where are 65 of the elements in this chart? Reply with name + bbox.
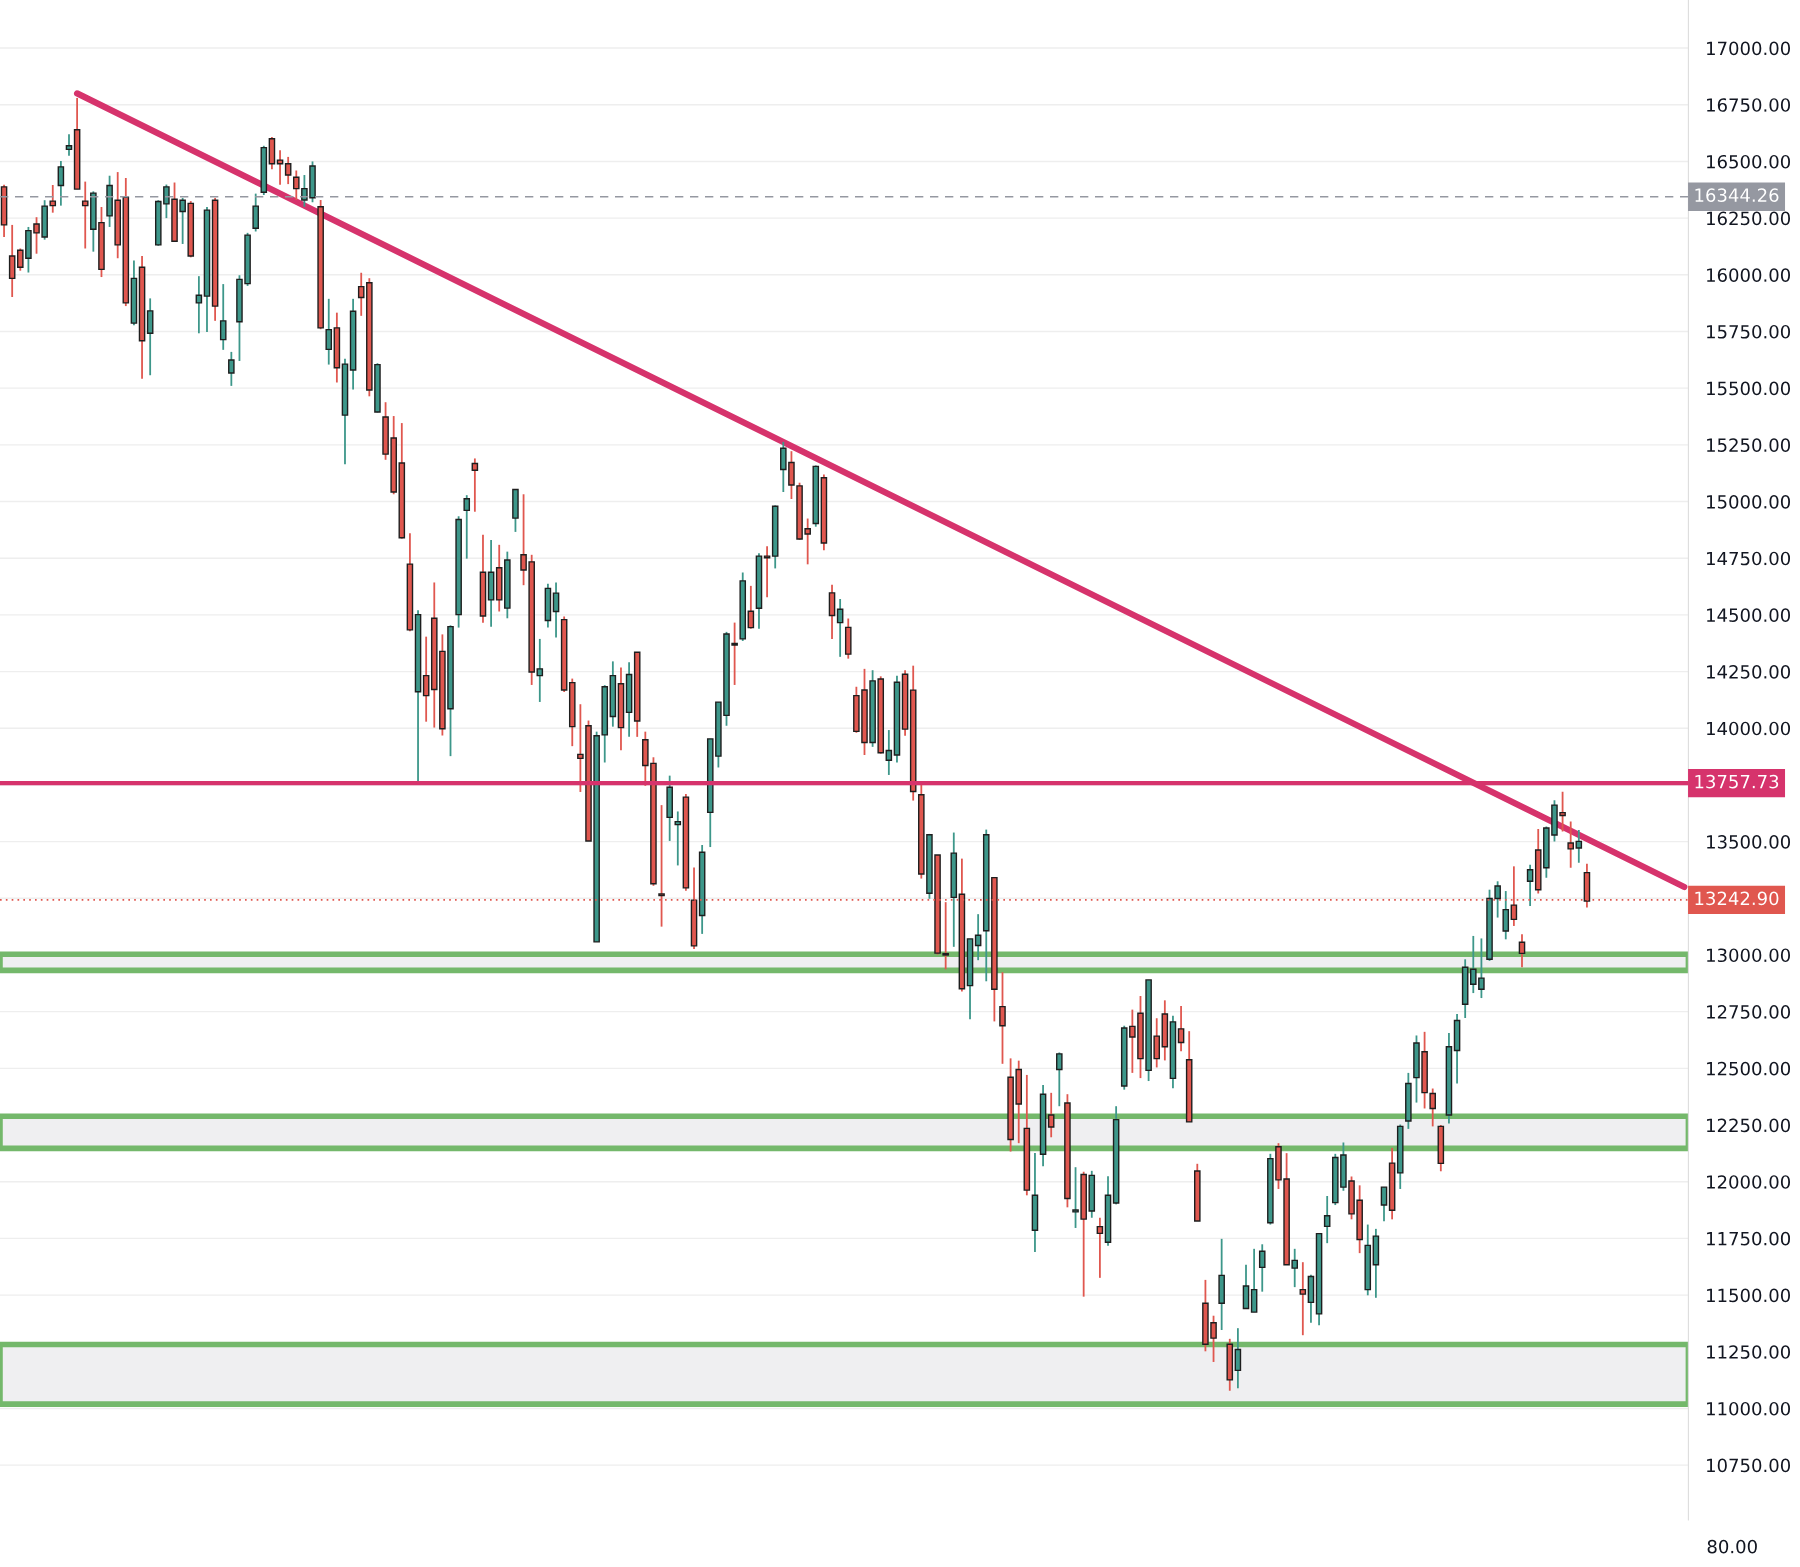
y-tick-label: 12000.00 bbox=[1707, 1175, 1791, 1189]
candlestick bbox=[1047, 1091, 1055, 1139]
y-tick-label: 14250.00 bbox=[1707, 665, 1791, 679]
text: 80.00 bbox=[1707, 1539, 1757, 1554]
candlestick bbox=[276, 149, 284, 186]
y-tick-label: 11250.00 bbox=[1707, 1345, 1791, 1359]
candlestick bbox=[325, 297, 333, 366]
ref-line-label: 13757.73 bbox=[1695, 774, 1779, 789]
candlestick bbox=[1258, 1243, 1266, 1293]
candlestick bbox=[463, 494, 471, 560]
candlestick bbox=[999, 971, 1006, 1065]
candlestick bbox=[57, 160, 65, 207]
candlestick bbox=[1250, 1247, 1258, 1313]
candlestick bbox=[536, 638, 544, 703]
y-tick-label: 15250.00 bbox=[1707, 438, 1791, 452]
y-tick-label: 11000.00 bbox=[1707, 1401, 1791, 1416]
candlestick bbox=[552, 581, 560, 639]
y-tick-label: 12750.00 bbox=[1707, 1005, 1791, 1019]
candlestick bbox=[885, 729, 893, 776]
y-tick-label: 14500.00 bbox=[1707, 608, 1791, 623]
candlestick bbox=[1299, 1261, 1307, 1337]
candlestick bbox=[1234, 1327, 1242, 1390]
y-tick-label: 13000.00 bbox=[1707, 948, 1791, 963]
y-tick-label: 15500.00 bbox=[1707, 381, 1791, 396]
candlestick bbox=[828, 583, 836, 640]
y-tick-label: 17000.00 bbox=[1707, 41, 1791, 56]
candlestick bbox=[763, 545, 771, 599]
candlestick bbox=[1323, 1195, 1331, 1245]
y-tick-label: 15750.00 bbox=[1707, 324, 1791, 339]
y-tick-label: 16250.00 bbox=[1707, 211, 1791, 226]
candlestick bbox=[65, 133, 73, 157]
candlestick bbox=[1056, 1051, 1063, 1108]
candlestick bbox=[1575, 829, 1583, 864]
candlestick bbox=[1567, 820, 1574, 869]
ref-line-label: 16344.26 bbox=[1695, 188, 1779, 202]
y-tick-label: 11500.00 bbox=[1707, 1288, 1791, 1303]
candlestick bbox=[8, 224, 16, 298]
y-tick-label: 12250.00 bbox=[1707, 1118, 1791, 1133]
candlestick bbox=[195, 275, 203, 335]
y-tick-label: 16750.00 bbox=[1707, 98, 1791, 112]
candlestick bbox=[146, 297, 154, 377]
candlestick bbox=[422, 635, 430, 723]
y-tick-label: 14000.00 bbox=[1707, 721, 1791, 736]
candlestick bbox=[228, 350, 235, 387]
y-tick-label: 11750.00 bbox=[1707, 1231, 1791, 1246]
y-tick-label: 14750.00 bbox=[1707, 551, 1791, 566]
candlestick bbox=[284, 155, 292, 186]
candlestick bbox=[1502, 890, 1510, 941]
candlestick bbox=[471, 457, 479, 513]
y-tick-label: 13500.00 bbox=[1707, 835, 1791, 849]
candlestick bbox=[1242, 1263, 1250, 1310]
candlestick bbox=[1177, 1005, 1185, 1053]
y-tick-label: 16000.00 bbox=[1707, 268, 1791, 282]
candlestick bbox=[252, 192, 259, 233]
y-tick-label: 12500.00 bbox=[1707, 1061, 1791, 1076]
candlestick bbox=[1096, 1216, 1104, 1279]
y-tick-label: 16500.00 bbox=[1707, 154, 1791, 169]
candlestick bbox=[1518, 933, 1526, 969]
y-tick-label: 15000.00 bbox=[1707, 494, 1791, 509]
y-tick-label: 10750.00 bbox=[1707, 1458, 1791, 1473]
candlestick bbox=[1526, 863, 1534, 907]
ref-line-label: 13242.90 bbox=[1695, 891, 1779, 906]
candlestick bbox=[1380, 1186, 1388, 1223]
candlestick bbox=[1429, 1087, 1436, 1128]
candlestick bbox=[219, 283, 227, 351]
